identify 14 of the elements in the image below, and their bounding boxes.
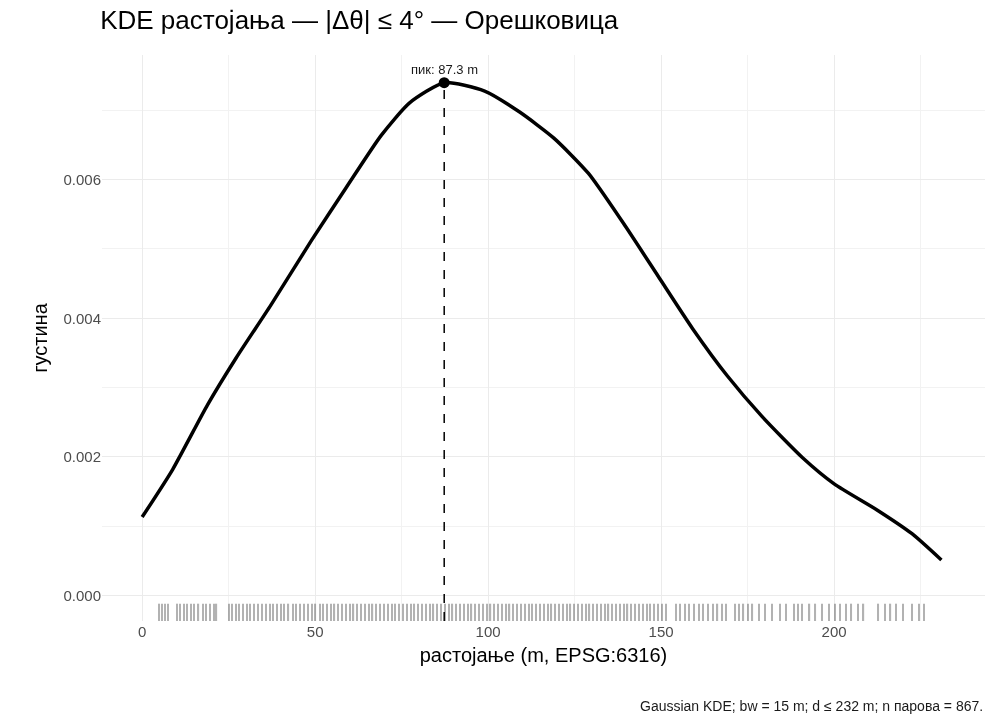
x-tick-label: 100 [475, 623, 501, 640]
y-axis-title: густина [28, 302, 51, 373]
y-tick-label: 0.006 [63, 170, 101, 188]
y-tick-label: 0.004 [63, 309, 101, 327]
chart-title: KDE растојања — |Δθ| ≤ 4° — Орешковица [100, 4, 619, 35]
x-axis-title: растојање (m, EPSG:6316) [419, 643, 668, 666]
y-tick-label: 0.000 [63, 586, 101, 604]
x-tick-label: 50 [306, 623, 324, 640]
text: Gaussian KDE; bw = 15 m; d ≤ 232 m; n парова = 867. [640, 698, 984, 714]
y-tick-label: 0.002 [63, 448, 101, 466]
annotation: пик: 87.3 m [411, 62, 478, 77]
x-tick-label: 200 [821, 623, 847, 640]
x-tick-label: 150 [648, 623, 674, 640]
x-tick-label: 0 [137, 623, 147, 640]
